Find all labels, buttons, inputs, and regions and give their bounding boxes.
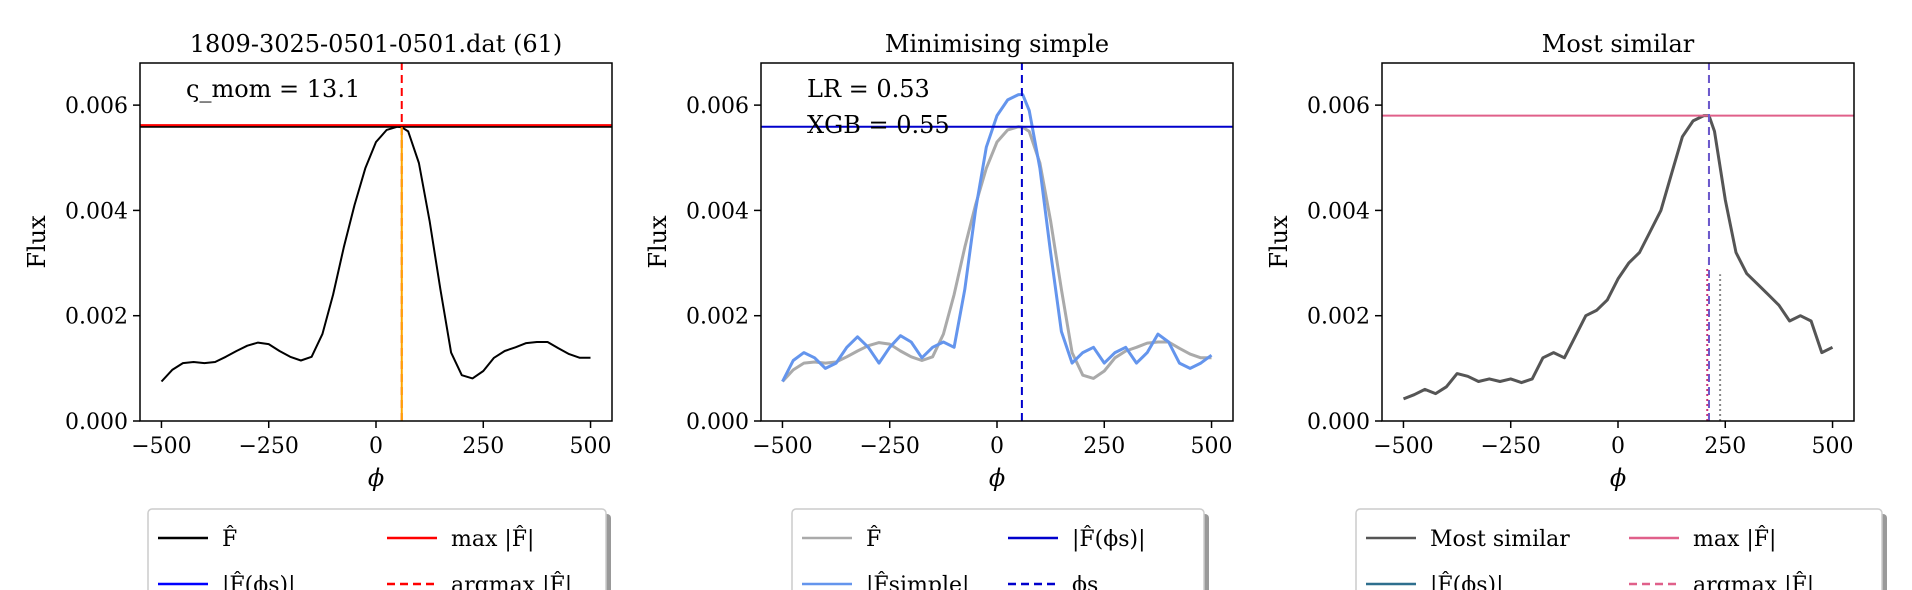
series-line-1 (1402, 114, 1834, 401)
series-line-1 (160, 125, 591, 383)
annotation-text: LR = 0.53 (807, 75, 930, 103)
y-tick-label: 0.004 (65, 199, 128, 224)
y-tick-label: 0.002 (1307, 305, 1370, 330)
legend-label: max |F̂| (451, 526, 534, 552)
x-tick-label: −500 (1373, 434, 1433, 459)
y-tick-label: 0.006 (686, 94, 749, 119)
legend-label: ϕs (1072, 573, 1098, 590)
x-tick-label: 500 (570, 434, 612, 459)
legend-label: argmax |F̂| (451, 572, 572, 590)
legend: Most similar max |F̂| |F̂(ϕs)| argmax |F̂| (1355, 508, 1887, 590)
x-tick-label: 250 (462, 434, 504, 459)
legend-label: F̂ (866, 526, 881, 552)
axes-frame (139, 62, 613, 422)
legend: F̂ max |F̂| |F̂(ϕs)| argmax |F̂| (147, 508, 611, 590)
y-tick-label: 0.000 (65, 410, 128, 435)
x-tick-label: 0 (369, 434, 383, 459)
y-tick-label: 0.006 (65, 94, 128, 119)
chart-panel-1: 1809-3025-0501-0501.dat (61) −500 −250 0 250… (23, 30, 613, 590)
chart-title: Most similar (1542, 30, 1695, 58)
x-tick-label: −500 (752, 434, 812, 459)
legend-box (1355, 508, 1883, 590)
y-axis-label: Flux (644, 215, 672, 269)
annotation-text: ς_mom = 13.1 (186, 75, 360, 103)
chart-title: Minimising simple (885, 30, 1109, 58)
y-tick-label: 0.006 (1307, 94, 1370, 119)
x-tick-label: 500 (1191, 434, 1233, 459)
legend-box (147, 508, 607, 590)
legend-label: F̂ (222, 526, 237, 552)
plot-area (1382, 63, 1854, 421)
series-line-1 (781, 125, 1212, 383)
legend-label: |F̂(ϕs)| (222, 572, 296, 590)
y-tick-label: 0.004 (686, 199, 749, 224)
x-tick-label: 0 (990, 434, 1004, 459)
axes-frame (1381, 62, 1855, 422)
y-tick-label: 0.002 (65, 305, 128, 330)
x-axis-label: ϕ (989, 464, 1005, 492)
legend-label: |F̂(ϕs)| (1430, 572, 1504, 590)
x-tick-label: 250 (1083, 434, 1125, 459)
y-tick-label: 0.004 (1307, 199, 1370, 224)
x-tick-label: −250 (239, 434, 299, 459)
series-line-2 (781, 93, 1213, 383)
x-tick-label: −250 (860, 434, 920, 459)
x-tick-label: 500 (1812, 434, 1854, 459)
legend-label: max |F̂| (1693, 526, 1776, 552)
chart-title: 1809-3025-0501-0501.dat (61) (190, 30, 562, 58)
y-axis-label: Flux (1265, 215, 1293, 269)
plot-area (761, 63, 1233, 421)
y-tick-label: 0.000 (1307, 410, 1370, 435)
legend-box (791, 508, 1205, 590)
legend-label: |F̂simple| (866, 572, 969, 590)
x-tick-label: −250 (1481, 434, 1541, 459)
plot-area (140, 63, 612, 421)
x-tick-label: 0 (1611, 434, 1625, 459)
y-axis-label: Flux (23, 215, 51, 269)
legend-label: |F̂(ϕs)| (1072, 526, 1146, 552)
x-axis-label: ϕ (1610, 464, 1626, 492)
chart-panel-2: Minimising simple −500 −250 0 250 500 0.000 0.0… (644, 30, 1234, 590)
annotation-text: XGB = 0.55 (807, 111, 950, 139)
legend-label: argmax |F̂| (1693, 572, 1814, 590)
legend: F̂ |F̂(ϕs)| |F̂simple| ϕs (791, 508, 1209, 590)
y-tick-label: 0.000 (686, 410, 749, 435)
x-tick-label: 250 (1704, 434, 1746, 459)
y-tick-label: 0.002 (686, 305, 749, 330)
legend-label: Most similar (1430, 527, 1570, 552)
x-tick-label: −500 (131, 434, 191, 459)
chart-panel-3: Most similar −500 −250 0 250 500 0.000 0.002 0.0… (1265, 30, 1887, 590)
x-axis-label: ϕ (368, 464, 384, 492)
